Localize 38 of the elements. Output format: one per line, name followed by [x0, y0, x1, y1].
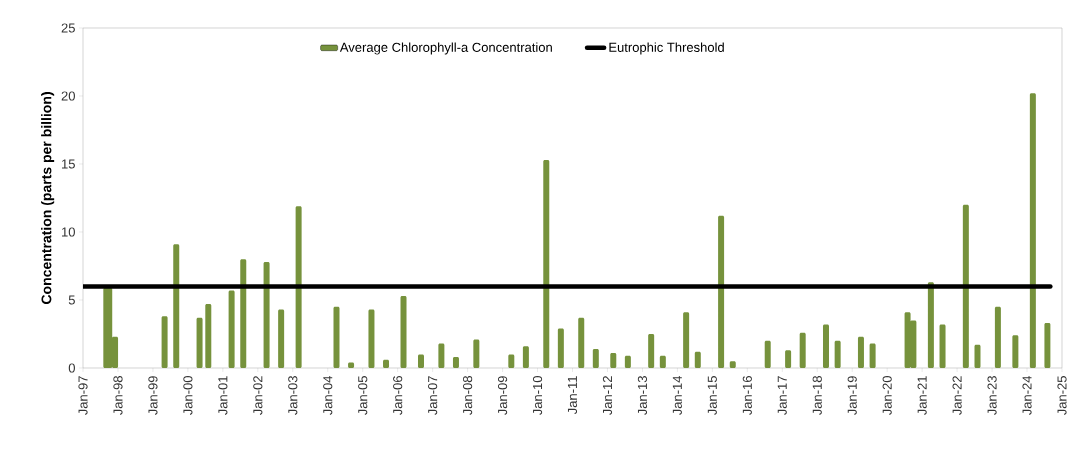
- x-tick-label: Jan-02: [253, 376, 263, 416]
- x-tick-label: Jan-23: [987, 376, 997, 416]
- y-tick-label: 10: [62, 227, 75, 237]
- x-tick-label: Jan-18: [812, 376, 822, 416]
- x-tick-label: Jan-01: [218, 376, 228, 416]
- x-tick-label: Jan-03: [288, 376, 298, 416]
- x-tick-label: Jan-00: [183, 376, 193, 416]
- y-tick-label: 5: [68, 295, 75, 305]
- legend-label: Eutrophic Threshold: [609, 42, 724, 55]
- x-tick-label: Jan-20: [882, 376, 892, 416]
- x-tick-label: Jan-05: [358, 376, 368, 416]
- x-tick-label: Jan-09: [497, 376, 508, 416]
- x-tick-label: Jan-15: [707, 376, 717, 416]
- y-tick-label: 25: [61, 23, 75, 33]
- x-tick-label: Jan-08: [463, 376, 473, 416]
- y-tick-label: 15: [62, 159, 75, 169]
- x-tick-label: Jan-19: [847, 376, 857, 416]
- x-tick-label: Jan-24: [1022, 375, 1032, 416]
- x-tick-label: Jan-11: [567, 376, 578, 415]
- x-tick-label: Jan-22: [952, 376, 962, 416]
- x-tick-label: Jan-99: [148, 376, 158, 416]
- x-tick-label: Jan-16: [742, 376, 752, 416]
- x-tick-label: Jan-17: [777, 376, 787, 416]
- x-tick-label: Jan-25: [1057, 376, 1067, 416]
- x-tick-label: Jan-12: [602, 376, 613, 416]
- x-tick-label: Jan-13: [637, 376, 648, 416]
- x-tick-label: Jan-14: [672, 375, 682, 416]
- x-tick-label: Jan-10: [532, 376, 543, 416]
- x-tick-label: Jan-07: [428, 376, 438, 416]
- x-tick-label: Jan-97: [78, 376, 88, 416]
- legend-label: Average Chlorophyll-a Concentration: [339, 42, 552, 55]
- x-tick-label: Jan-21: [917, 376, 927, 416]
- y-tick-label: 20: [61, 91, 75, 101]
- x-tick-label: Jan-04: [323, 375, 333, 416]
- y-tick-label: 0: [68, 363, 75, 373]
- x-tick-label: Jan-98: [113, 376, 123, 416]
- y-axis-title: Concentration (parts per billion): [41, 92, 55, 304]
- x-tick-label: Jan-06: [393, 376, 403, 416]
